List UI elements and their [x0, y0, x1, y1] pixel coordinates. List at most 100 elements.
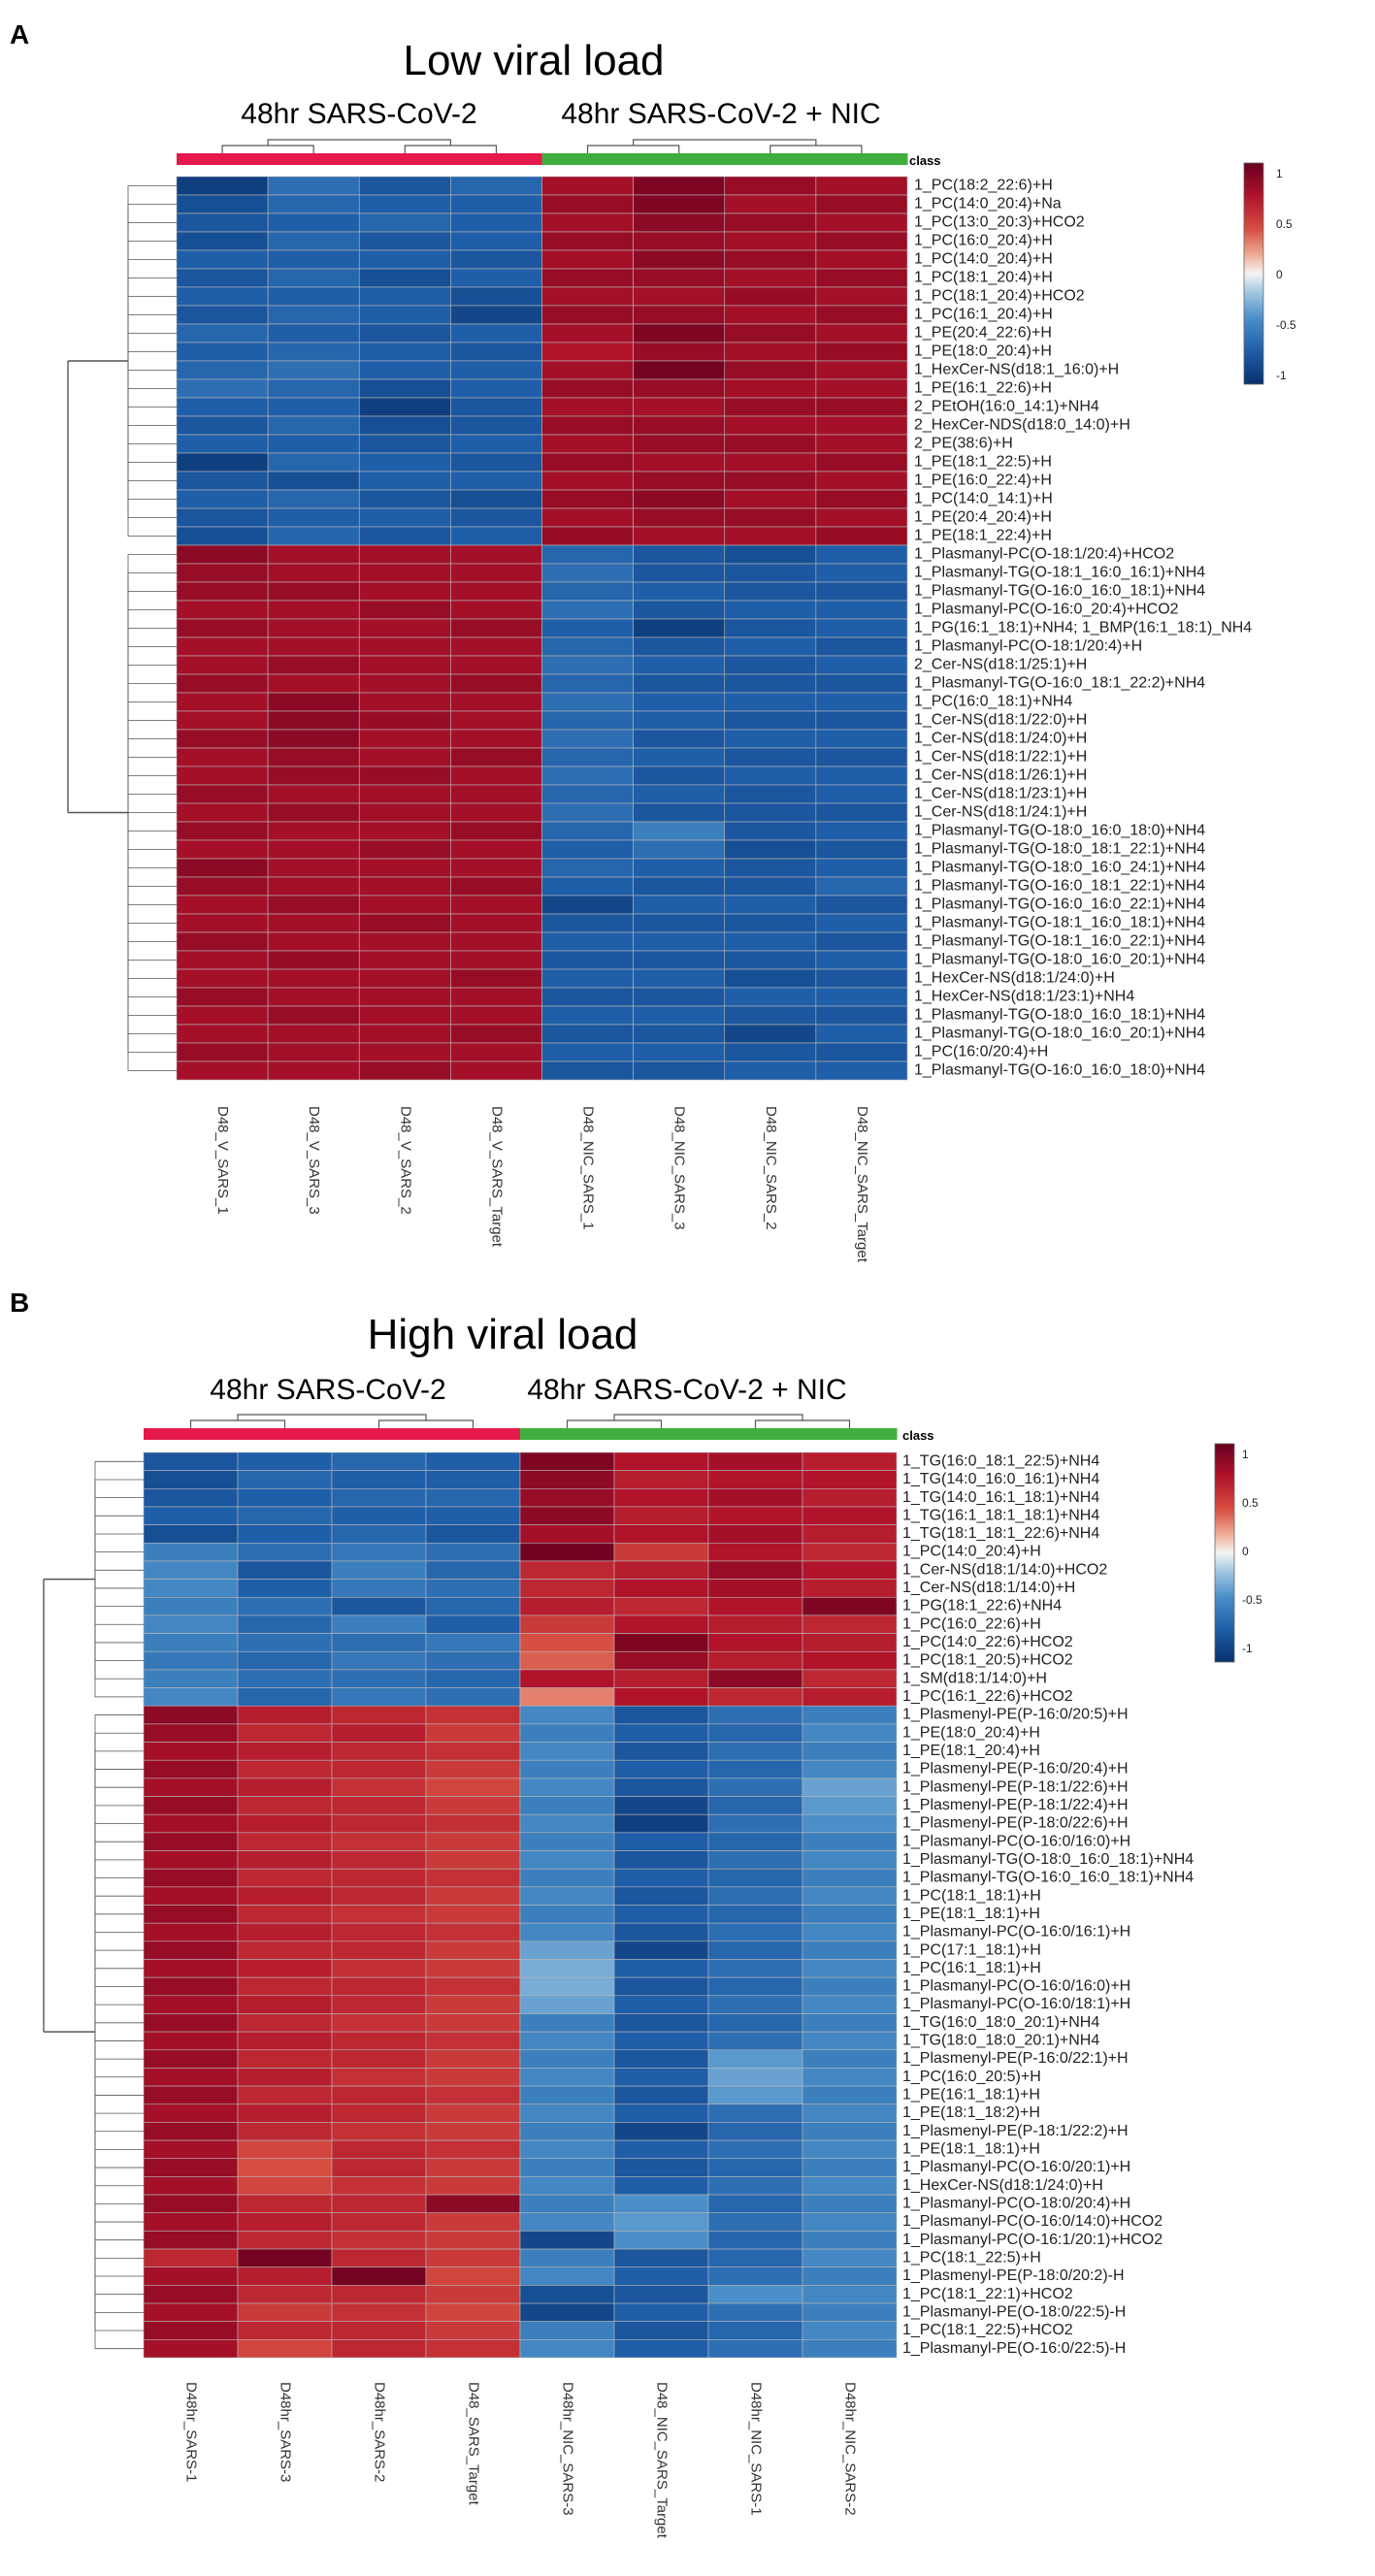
heatmap-cell [541, 784, 634, 804]
row-label: 2_PEtOH(16:0_14:1)+NH4 [914, 399, 1099, 415]
heatmap-cell [613, 1705, 709, 1725]
column-label: D48_V_SARS_1 [214, 1106, 231, 1215]
heatmap-cell [237, 1813, 333, 1834]
heatmap-cell [267, 895, 360, 915]
heatmap-cell [724, 876, 817, 897]
column-dendrogram [189, 1414, 851, 1428]
heatmap-cell [633, 507, 726, 528]
heatmap-cell [613, 2085, 709, 2105]
heatmap-cell [613, 1650, 709, 1671]
heatmap-cell [519, 1868, 615, 1888]
heatmap-cell [358, 655, 451, 675]
heatmap-cell [815, 1042, 908, 1062]
heatmap-cell [802, 2248, 898, 2268]
heatmap-cell [331, 1777, 427, 1797]
heatmap-cell [802, 1850, 898, 1870]
heatmap-cell [724, 360, 817, 380]
row-label: 1_Plasmenyl-PE(P-18:0/20:2)-H [902, 2267, 1125, 2284]
heatmap-cell [425, 2321, 521, 2340]
heatmap-cell [541, 176, 634, 196]
row-label: 1_TG(14:0_16:0_16:1)+NH4 [902, 1471, 1099, 1487]
heatmap-cell [707, 2231, 803, 2250]
heatmap-cell [519, 1633, 615, 1652]
heatmap-cell [450, 544, 542, 565]
heatmap-cell [237, 1506, 333, 1525]
heatmap-cell [802, 1976, 898, 1997]
heatmap-cell [633, 802, 726, 823]
heatmap-cell [450, 766, 542, 786]
heatmap-cell [519, 1650, 615, 1671]
heatmap-cell [267, 360, 360, 380]
heatmap-cell [613, 2339, 709, 2359]
heatmap-cell [237, 1832, 333, 1851]
heatmap-cell [724, 323, 817, 343]
row-label: 1_Plasmanyl-TG(O-18:0_16:0_24:1)+NH4 [914, 860, 1205, 876]
heatmap-cell [802, 2013, 898, 2033]
row-label: 1_PE(18:0_20:4)+H [914, 343, 1052, 360]
heatmap-cell [176, 821, 269, 841]
heatmap-cell [425, 1650, 521, 1671]
heatmap-cell [802, 1796, 898, 1815]
heatmap-cell [143, 1723, 239, 1743]
heatmap-cell [176, 415, 269, 436]
heatmap-cell [613, 1959, 709, 1978]
row-label: 1_Plasmanyl-TG(O-18:0_16:0_18:1)+NH4 [902, 1851, 1194, 1868]
heatmap-cell [425, 2231, 521, 2250]
heatmap-cell [633, 176, 726, 196]
heatmap-cell [358, 895, 451, 915]
row-label: 1_Plasmanyl-PC(O-16:0/14:0)+HCO2 [902, 2213, 1162, 2230]
heatmap-cell [519, 1506, 615, 1525]
panel-letter-b: B [10, 1288, 29, 1318]
heatmap-cell [707, 1451, 803, 1471]
heatmap-cell [176, 581, 269, 602]
heatmap-cell [331, 1995, 427, 2014]
heatmap-cell [815, 342, 908, 362]
heatmap-cell [707, 1633, 803, 1652]
heatmap-cell [633, 673, 726, 694]
colorbar-tick: -0.5 [1276, 318, 1296, 332]
heatmap-cell [815, 1024, 908, 1044]
panel-a-group-label-2: 48hr SARS-CoV-2 + NIC [561, 98, 880, 130]
heatmap-cell [450, 692, 542, 712]
heatmap-cell [358, 507, 451, 528]
column-label: D48hr_SARS-2 [372, 2382, 388, 2482]
heatmap-cell [633, 968, 726, 989]
heatmap-cell [450, 858, 542, 878]
heatmap-cell [519, 2302, 615, 2322]
heatmap-cell [358, 766, 451, 786]
heatmap-cell [267, 397, 360, 417]
heatmap-cell [633, 784, 726, 804]
heatmap-cell [815, 655, 908, 675]
heatmap-cell [331, 2013, 427, 2033]
heatmap-cell [815, 378, 908, 399]
heatmap-cell [815, 489, 908, 509]
heatmap-cell [815, 581, 908, 602]
heatmap-cell [802, 2285, 898, 2304]
panel-a: A Low viral load 48hr SARS-CoV-2 48hr SA… [10, 19, 1296, 1263]
row-label: 1_HexCer-NS(d18:1/24:0)+H [914, 970, 1115, 987]
heatmap-cell [519, 1560, 615, 1580]
heatmap-cell [425, 1524, 521, 1544]
heatmap-cell [613, 1488, 709, 1508]
heatmap-cell [358, 397, 451, 417]
heatmap-cell [267, 618, 360, 638]
heatmap-cell [541, 544, 634, 565]
row-label: 1_PC(14:0_20:4)+H [902, 1544, 1041, 1560]
heatmap-cells [143, 1451, 898, 2359]
heatmap-cell [237, 2049, 333, 2069]
heatmap-cell [707, 2302, 803, 2322]
row-label: 1_PC(16:1_22:6)+HCO2 [902, 1688, 1073, 1705]
heatmap-cell [815, 876, 908, 897]
heatmap-cell [707, 1813, 803, 1834]
heatmap-cell [425, 1777, 521, 1797]
heatmap-cell [331, 1543, 427, 1562]
heatmap-cell [815, 968, 908, 989]
heatmap-cell [237, 1723, 333, 1743]
row-label: 1_PC(16:0/20:4)+H [914, 1044, 1048, 1060]
heatmap-cell [176, 1005, 269, 1026]
heatmap-cell [358, 784, 451, 804]
row-label: 1_SM(d18:1/14:0)+H [902, 1670, 1047, 1686]
column-label: D48_NIC_SARS_3 [671, 1106, 688, 1230]
heatmap-cell [450, 839, 542, 860]
